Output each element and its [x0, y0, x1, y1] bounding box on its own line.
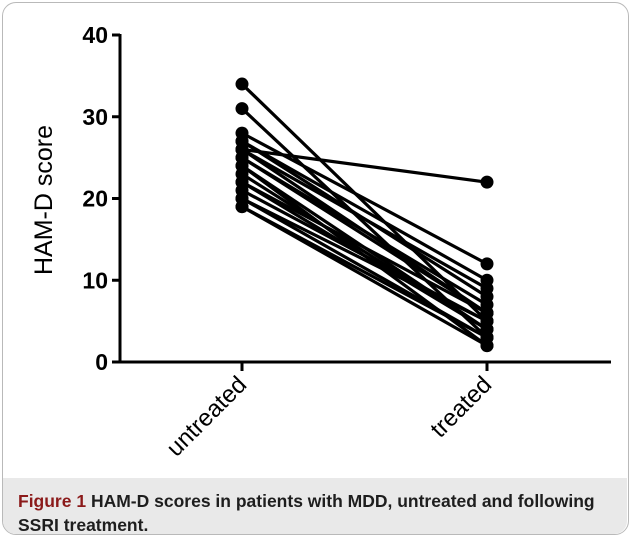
y-tick-label: 40: [82, 22, 108, 48]
series-lines: [240, 82, 489, 348]
data-point-treated: [480, 339, 494, 353]
data-point-treated: [480, 306, 494, 320]
series-line: [240, 139, 489, 282]
data-points: [235, 77, 494, 353]
y-tick-label: 20: [82, 186, 108, 212]
caption-label: Figure 1: [18, 491, 87, 511]
series-line: [240, 180, 489, 331]
ham-d-chart: 0 10 20 30 40 untreated treated HAM-D score: [30, 22, 611, 462]
series-line: [240, 196, 489, 323]
y-tick-label: 0: [95, 349, 108, 375]
data-point-untreated: [235, 175, 249, 189]
y-axis-label: HAM-D score: [30, 125, 58, 275]
data-point-treated: [480, 257, 494, 271]
series-line: [240, 180, 489, 315]
series-line: [240, 147, 489, 184]
data-point-treated: [480, 175, 494, 189]
y-tick-label: 10: [82, 267, 108, 293]
data-point-untreated: [235, 102, 249, 116]
y-ticks: 0 10 20 30 40 untreated treated: [82, 22, 497, 462]
x-tick-label: untreated: [161, 371, 252, 462]
series-line: [240, 147, 489, 315]
y-tick-label: 30: [82, 104, 108, 130]
data-point-treated: [480, 322, 494, 336]
data-point-untreated: [235, 159, 249, 173]
data-point-untreated: [235, 200, 249, 214]
data-point-untreated: [235, 77, 249, 91]
series-line: [240, 139, 489, 299]
figure-caption: Figure 1 HAM-D scores in patients with M…: [3, 478, 627, 535]
x-tick-label: treated: [425, 371, 497, 443]
data-point-untreated: [235, 142, 249, 156]
caption-text: HAM-D scores in patients with MDD, untre…: [18, 491, 595, 535]
data-point-treated: [480, 290, 494, 304]
